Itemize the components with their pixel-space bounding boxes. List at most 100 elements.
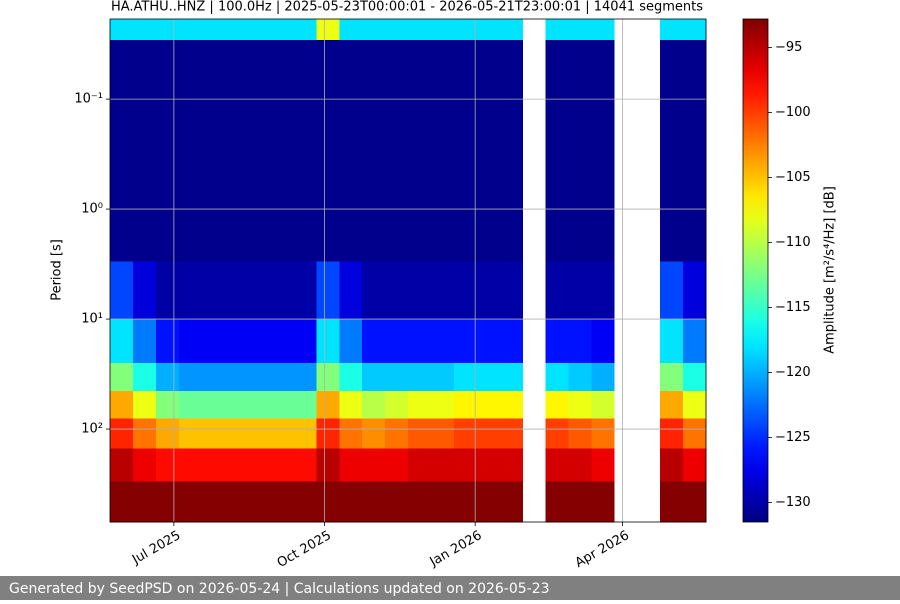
heatmap-cell [339, 39, 363, 262]
heatmap-cell [316, 418, 340, 449]
heatmap-cell [293, 39, 317, 262]
heatmap-cell [247, 39, 271, 262]
heatmap-cell [660, 481, 684, 523]
heatmap-cell [591, 418, 615, 449]
heatmap-cell [476, 481, 501, 523]
heatmap-cell [224, 418, 248, 449]
heatmap-cell [132, 418, 157, 449]
heatmap-cell [545, 319, 569, 364]
heatmap-cell [293, 418, 317, 449]
heatmap-cell [499, 390, 523, 419]
heatmap-cell [132, 39, 157, 262]
heatmap-cell [178, 390, 203, 419]
y-axis-label: Period [s] [50, 239, 65, 301]
heatmap-cell [385, 362, 409, 392]
heatmap-cell [453, 362, 478, 392]
heatmap-cell [155, 39, 180, 262]
heatmap-cell [545, 418, 569, 449]
heatmap-cell [430, 39, 455, 262]
heatmap-cell [430, 362, 455, 392]
heatmap-cell [568, 19, 592, 41]
heatmap-cell [453, 481, 478, 523]
heatmap-cell [591, 261, 615, 320]
heatmap-cell [545, 39, 569, 262]
heatmap-cell [339, 319, 363, 364]
heatmap-cell [110, 319, 134, 364]
heatmap-cell [316, 319, 340, 364]
heatmap-cell [110, 448, 134, 482]
heatmap-cell [155, 418, 180, 449]
heatmap-cell [247, 481, 271, 523]
heatmap-cell [385, 319, 409, 364]
heatmap-cell [568, 390, 592, 419]
heatmap-cell [247, 390, 271, 419]
heatmap-cell [453, 390, 478, 419]
heatmap-cell [362, 448, 386, 482]
heatmap-cell [316, 390, 340, 419]
heatmap-cell [683, 39, 707, 262]
heatmap-cell [545, 481, 569, 523]
heatmap-cell [293, 481, 317, 523]
heatmap-cell [270, 319, 294, 364]
heatmap-cell [660, 418, 684, 449]
heatmap-cell [316, 448, 340, 482]
heatmap-cell [545, 362, 569, 392]
heatmap-cell [568, 362, 592, 392]
chart-title: HA.ATHU..HNZ | 100.0Hz | 2025-05-23T00:0… [111, 0, 703, 15]
heatmap-cell [155, 261, 180, 320]
heatmap-cell [155, 448, 180, 482]
heatmap-cell [339, 362, 363, 392]
heatmap-cell [568, 39, 592, 262]
heatmap-cell [499, 481, 523, 523]
heatmap-cell [408, 481, 432, 523]
colorbar-tick-label: −110 [775, 235, 811, 250]
heatmap-cell [430, 319, 455, 364]
plot-frame [109, 18, 707, 523]
heatmap-cell [224, 390, 248, 419]
y-tick-label: 10¹ [81, 312, 103, 327]
heatmap-cell [591, 448, 615, 482]
footer-bar [0, 576, 900, 600]
heatmap-cell [476, 261, 501, 320]
heatmap-cell [591, 319, 615, 364]
heatmap-cell [499, 261, 523, 320]
heatmap-cell [683, 19, 707, 41]
heatmap-cell [293, 261, 317, 320]
colorbar-tick-label: −100 [775, 105, 811, 120]
heatmap-cell [683, 418, 707, 449]
heatmap-cell [201, 448, 225, 482]
heatmap-cell [110, 39, 134, 262]
heatmap-cell [178, 362, 203, 392]
heatmap-cell [362, 319, 386, 364]
heatmap-cell [201, 362, 225, 392]
heatmap-cell [132, 362, 157, 392]
heatmap-cell [224, 448, 248, 482]
heatmap-cell [660, 319, 684, 364]
heatmap-cell [155, 19, 180, 41]
heatmap-cell [591, 390, 615, 419]
heatmap-cell [499, 448, 523, 482]
heatmap-cell [408, 39, 432, 262]
heatmap-cell [453, 19, 478, 41]
heatmap-cell [270, 39, 294, 262]
heatmap-cell [155, 481, 180, 523]
heatmap-cell [476, 319, 501, 364]
heatmap-cell [362, 39, 386, 262]
heatmap-cell [430, 448, 455, 482]
heatmap-cell [339, 481, 363, 523]
heatmap-cell [408, 319, 432, 364]
heatmap-cell [247, 448, 271, 482]
heatmap-cell [293, 390, 317, 419]
heatmap-cell [476, 390, 501, 419]
heatmap-cell [499, 362, 523, 392]
heatmap-cell [476, 418, 501, 449]
heatmap-cell [385, 390, 409, 419]
heatmap-cell [224, 39, 248, 262]
heatmap-cell [201, 261, 225, 320]
heatmap-cell [270, 448, 294, 482]
heatmap-cell [201, 390, 225, 419]
heatmap-cell [385, 19, 409, 41]
colorbar-tick-label: −130 [775, 495, 811, 510]
heatmap-cell [155, 390, 180, 419]
